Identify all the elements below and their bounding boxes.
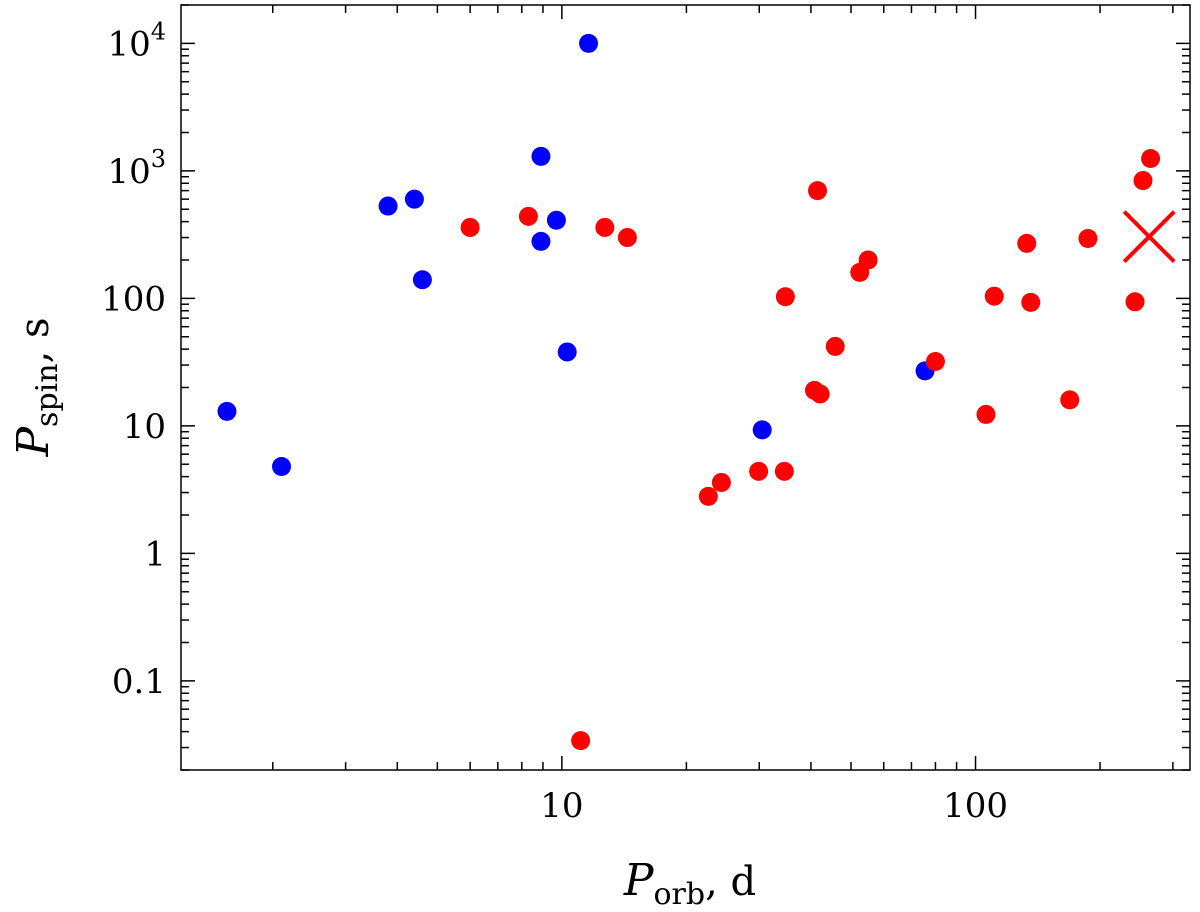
y-axis-ticks (181, 4, 1190, 771)
red-point (808, 181, 828, 201)
blue-point (752, 420, 772, 440)
x-marker-stroke (1122, 210, 1176, 264)
y-axis-label: Pspin, s (8, 317, 65, 457)
blue-point (579, 33, 599, 53)
red-point (1060, 390, 1080, 410)
data-points (217, 33, 1176, 751)
blue-point (557, 342, 577, 362)
y-axis-label-unit: , s (12, 317, 58, 363)
red-point (825, 336, 845, 356)
x-axis-tick-labels: 10 100 (540, 786, 1008, 826)
red-point (1017, 233, 1037, 253)
red-point (460, 217, 480, 237)
y-tick-label: 104 (107, 17, 166, 64)
red-point (925, 351, 945, 371)
blue-point (404, 189, 424, 209)
x-tick-label: 10 (540, 786, 583, 826)
y-tick-label: 10 (123, 407, 166, 447)
y-tick-label-exponent: 4 (151, 17, 166, 45)
red-point (1141, 149, 1161, 169)
red-point (1078, 228, 1098, 248)
red-point (984, 286, 1004, 306)
y-axis-label-sub: spin (30, 363, 65, 427)
red-point (698, 486, 718, 506)
red-point (518, 206, 538, 226)
y-tick-label: 103 (107, 145, 166, 192)
blue-point (412, 270, 432, 290)
blue-point (272, 457, 292, 477)
red-point (775, 287, 795, 307)
red-point (617, 228, 637, 248)
red-point (749, 461, 769, 481)
red-point (810, 384, 830, 404)
y-tick-label-exponent: 3 (151, 145, 166, 173)
y-tick-label: 1 (144, 534, 166, 574)
y-tick-label: 100 (101, 279, 166, 319)
red-point (858, 250, 878, 270)
red-point (1125, 292, 1145, 312)
red-point (711, 472, 731, 492)
blue-point (217, 401, 237, 421)
y-tick-label: 0.1 (112, 662, 166, 702)
y-axis-label-main: P (8, 426, 59, 458)
x-axis-ticks (272, 5, 1174, 770)
x-axis-label-unit: , d (705, 859, 756, 905)
blue-point (378, 196, 398, 216)
y-tick-label-base: 10 (107, 24, 150, 64)
x-axis-label-sub: orb (653, 877, 705, 912)
red-point (1021, 292, 1041, 312)
x-tick-label: 100 (943, 786, 1008, 826)
red-point (976, 404, 996, 424)
y-tick-label-base: 10 (107, 152, 150, 192)
red-point (595, 217, 615, 237)
blue-point (546, 210, 566, 230)
red-point (571, 731, 591, 751)
plot-frame (180, 4, 1191, 771)
blue-point (531, 146, 551, 166)
x-axis-label: Porb, d (623, 855, 756, 912)
red-point (774, 461, 794, 481)
blue-point (531, 231, 551, 251)
x-axis-label-main: P (623, 855, 655, 906)
red-point (1133, 171, 1153, 191)
